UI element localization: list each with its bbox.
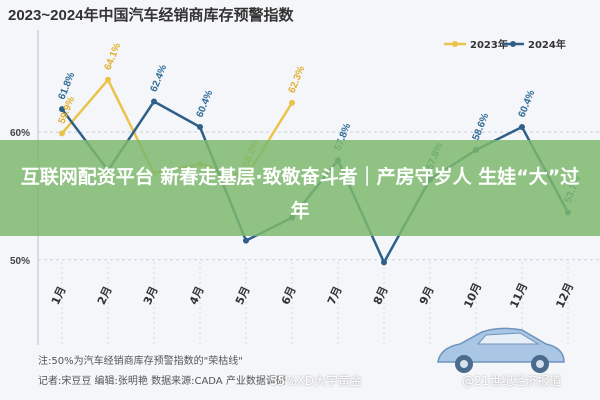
x-tick-label: 7月 (325, 284, 345, 306)
data-point (519, 124, 525, 131)
data-point (59, 106, 65, 113)
data-label: 64.1% (103, 41, 124, 72)
data-point (289, 99, 295, 106)
x-tick-label: 9月 (417, 284, 437, 306)
watermark-left: 55%XD大宇黄金 (270, 374, 363, 388)
x-tick-label: 1月 (49, 284, 69, 306)
footnote-credits: 记者:宋豆豆 编辑:张明艳 数据来源:CADA 产业数据调研 (38, 376, 286, 387)
banner-headline[interactable]: 互联网配资平台 新春走基层·致敬奋斗者｜产房守岁人 生娃“大”过年 (20, 166, 580, 222)
data-label: 62.3% (287, 64, 308, 95)
x-tick-label: 3月 (141, 284, 161, 306)
watermark-right: @21世纪经济报道 (462, 374, 562, 388)
legend-swatch-marker (510, 41, 516, 47)
data-point (381, 259, 387, 266)
page-title: 2023~2024年中国汽车经销商库存预警指数 (8, 7, 294, 24)
x-tick-label: 2月 (95, 284, 115, 306)
data-label: 60.4% (195, 89, 216, 120)
x-tick-label: 6月 (279, 284, 299, 306)
data-point (59, 130, 65, 137)
chart-legend: 2023年 2024年 (444, 38, 566, 51)
promo-banner[interactable]: 互联网配资平台 新春走基层·致敬奋斗者｜产房守岁人 生娃“大”过年 (0, 140, 600, 236)
x-tick-label: 4月 (187, 284, 207, 306)
car-illustration-icon (437, 327, 565, 373)
y-tick-label: 50% (10, 256, 30, 267)
data-label: 62.4% (149, 63, 170, 94)
x-tick-label: 12月 (553, 281, 576, 310)
data-point (151, 98, 157, 105)
data-point (105, 76, 111, 83)
data-label: 60.4% (517, 89, 538, 120)
data-label: 61.8% (57, 71, 78, 102)
legend-label: 2024年 (528, 38, 566, 51)
y-tick-label: 60% (10, 128, 30, 139)
data-point (197, 124, 203, 131)
legend-label: 2023年 (470, 38, 508, 51)
x-tick-label: 11月 (507, 281, 530, 310)
data-label: 58.6% (471, 112, 492, 143)
legend-swatch-marker (452, 41, 458, 47)
x-tick-label: 5月 (233, 284, 253, 306)
footnote-threshold: 注:50%为汽车经销商库存预警指数的"荣枯线" (38, 356, 243, 367)
x-tick-label: 8月 (371, 284, 391, 306)
data-point (243, 237, 249, 244)
x-tick-label: 10月 (461, 281, 484, 310)
